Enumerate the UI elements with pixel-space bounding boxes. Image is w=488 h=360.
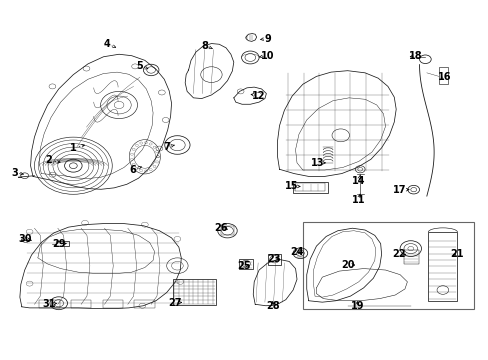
Text: 2: 2 (45, 156, 52, 165)
Bar (294, 183, 325, 192)
Text: 6: 6 (129, 165, 136, 175)
Text: 22: 22 (391, 249, 405, 259)
Bar (221, 226, 233, 235)
Text: 3: 3 (12, 168, 19, 178)
Bar (292, 182, 327, 193)
Text: 30: 30 (18, 234, 31, 244)
Text: 25: 25 (236, 261, 250, 271)
Bar (302, 222, 473, 309)
Text: 27: 27 (168, 298, 182, 308)
Text: 16: 16 (437, 72, 450, 82)
Text: 15: 15 (285, 181, 298, 192)
Text: 9: 9 (264, 33, 271, 44)
Bar (267, 253, 281, 265)
Text: 19: 19 (350, 301, 363, 311)
Bar (134, 300, 154, 307)
Bar (71, 300, 91, 307)
Bar (102, 300, 122, 307)
Bar (56, 241, 69, 247)
Bar (238, 258, 253, 269)
Text: 20: 20 (340, 260, 354, 270)
Bar (39, 300, 60, 307)
Text: 10: 10 (261, 51, 274, 61)
Text: 28: 28 (265, 301, 279, 311)
Text: 21: 21 (450, 249, 463, 259)
Text: 31: 31 (42, 299, 56, 309)
Text: 14: 14 (351, 176, 365, 186)
Text: 11: 11 (351, 195, 365, 204)
Text: 13: 13 (310, 158, 324, 168)
Bar (172, 279, 216, 305)
Text: 5: 5 (136, 61, 143, 71)
Text: 29: 29 (52, 239, 65, 249)
Text: 26: 26 (214, 223, 227, 233)
Text: 1: 1 (70, 143, 77, 153)
Text: 12: 12 (252, 91, 265, 101)
Text: 23: 23 (266, 253, 280, 264)
Text: 7: 7 (163, 142, 170, 152)
Text: 4: 4 (104, 39, 111, 49)
Bar (438, 67, 447, 84)
Text: 17: 17 (392, 185, 406, 195)
Text: 8: 8 (201, 41, 207, 51)
Text: 18: 18 (408, 51, 422, 61)
Text: 24: 24 (290, 247, 303, 257)
Bar (427, 232, 457, 301)
Bar (403, 250, 418, 264)
